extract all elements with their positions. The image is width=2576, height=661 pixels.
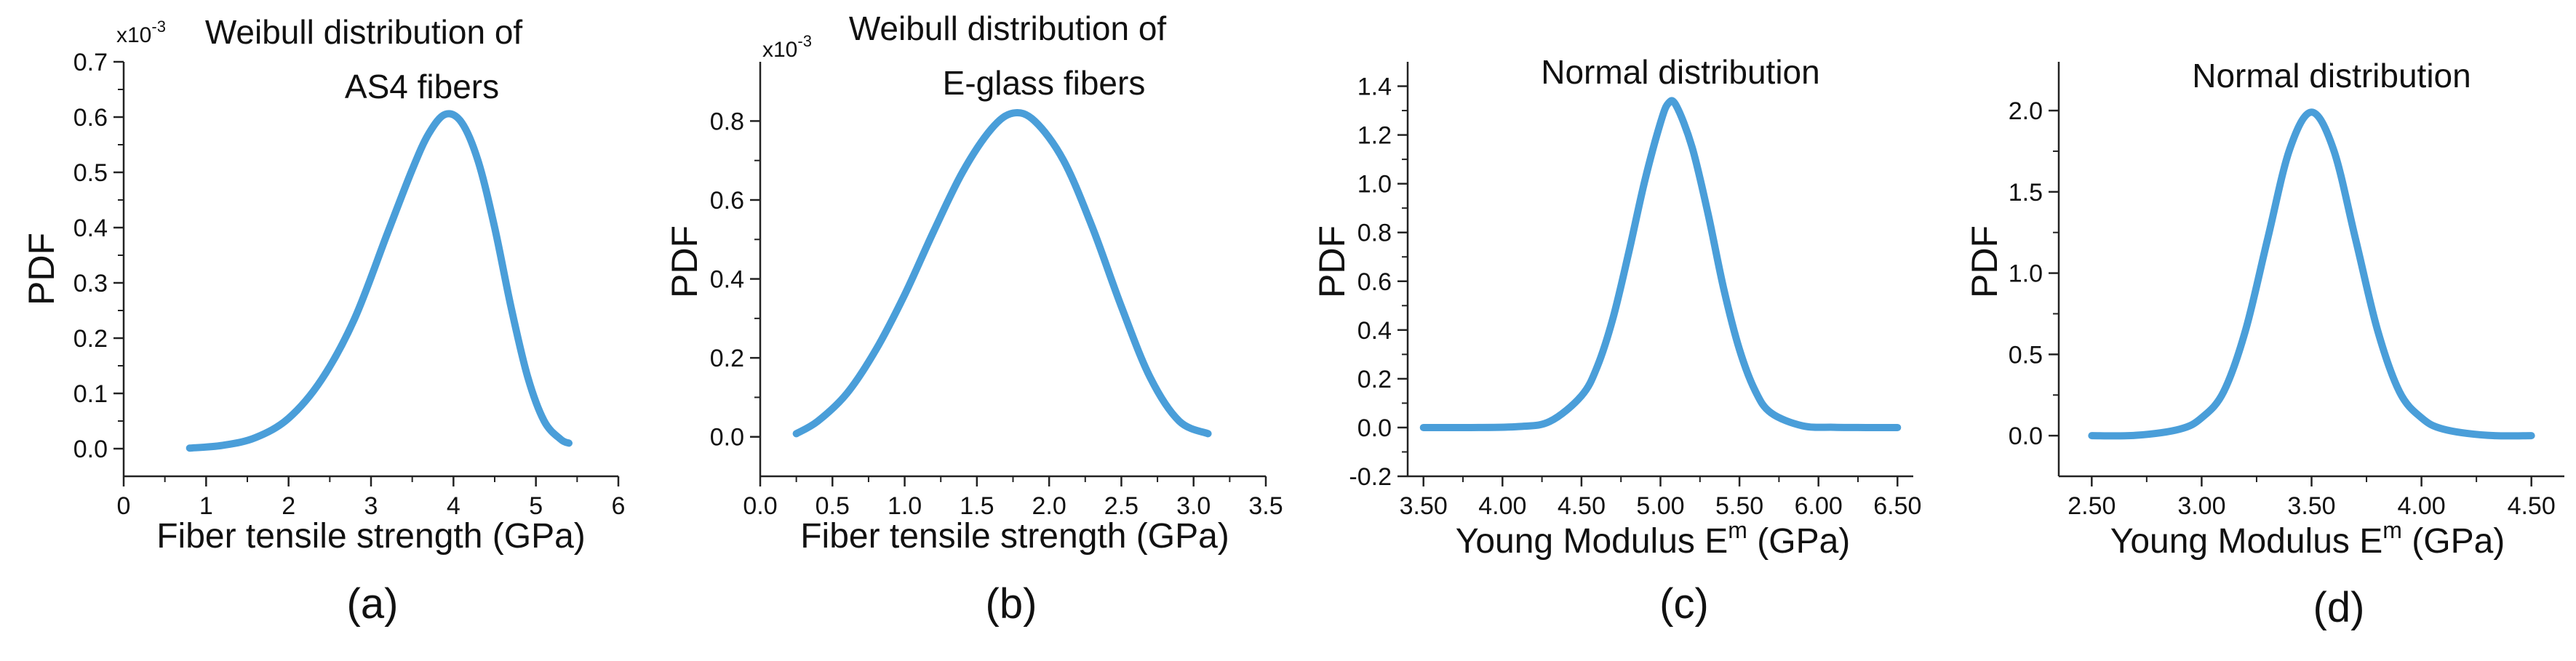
y-tick-label: 0.0 — [2009, 422, 2043, 450]
x-tick-labels: 0.0 0.5 1.0 1.5 2.0 2.5 3.0 3.5 — [743, 492, 1283, 520]
x-tick-label: 3.0 — [1176, 492, 1211, 520]
y-tick-label: 0.6 — [710, 187, 744, 215]
ticks — [113, 60, 620, 486]
y-tick-label: 1.4 — [1357, 73, 1392, 101]
y-tick-label: 0.1 — [73, 380, 108, 408]
panel-label: (d) — [2313, 584, 2365, 631]
y-tick-label: 1.5 — [2009, 179, 2043, 207]
y-multiplier: x10-3 — [116, 17, 166, 47]
chart-panel-b: 0.0 0.5 1.0 1.5 2.0 2.5 3.0 3.5 0.0 0.2 0.4 0.6 0.8… — [664, 9, 1283, 628]
chart-title-line-1: Weibull distribution of — [205, 13, 523, 51]
x-tick-label: 0.5 — [816, 492, 850, 520]
x-tick-label: 3.5 — [1248, 492, 1283, 520]
x-tick-label: 0 — [117, 492, 131, 520]
y-axis-label: PDF — [21, 233, 62, 305]
y-tick-label: 0.2 — [73, 325, 108, 353]
x-tick-label: 0.0 — [743, 492, 777, 520]
chart-title-line-2: E-glass fibers — [943, 64, 1146, 102]
y-tick-label: -0.2 — [1349, 463, 1392, 491]
y-tick-label: 0.7 — [73, 49, 108, 76]
y-tick-label: 1.0 — [2009, 260, 2043, 288]
chart-title: Normal distribution — [2192, 57, 2471, 95]
y-tick-label: 1.2 — [1357, 122, 1392, 150]
chart-title: Normal distribution — [1541, 53, 1819, 91]
series-line — [1419, 97, 1902, 432]
ticks — [750, 120, 1267, 486]
y-tick-labels: 0.0 0.2 0.4 0.6 0.8 — [710, 108, 744, 451]
chart-title-line-2: AS4 fibers — [345, 68, 499, 105]
x-tick-label: 4.00 — [2397, 492, 2445, 520]
y-tick-label: 0.4 — [710, 266, 744, 294]
y-tick-label: 0.6 — [73, 104, 108, 132]
series-line — [2088, 108, 2535, 440]
ticks — [1397, 85, 1899, 486]
y-tick-labels: -0.2 0.0 0.2 0.4 0.6 0.8 1.0 1.2 1.4 — [1349, 73, 1392, 491]
panel-label: (a) — [347, 580, 399, 628]
y-tick-labels: 0.0 0.5 1.0 1.5 2.0 — [2009, 97, 2043, 450]
y-multiplier: x10-3 — [762, 32, 812, 62]
y-tick-label: 0.4 — [1357, 317, 1392, 345]
x-axis-label: Young Modulus Em (GPa) — [1456, 517, 1851, 561]
y-tick-label: 0.4 — [73, 215, 108, 242]
y-tick-label: 1.0 — [1357, 171, 1392, 199]
x-tick-labels: 3.50 4.00 4.50 5.00 5.50 6.00 6.50 — [1400, 492, 1922, 520]
x-tick-label: 3 — [364, 492, 378, 520]
x-tick-label: 3.50 — [2287, 492, 2335, 520]
series-line — [186, 110, 573, 452]
y-axis-label: PDF — [664, 225, 705, 298]
x-tick-label: 2.0 — [1032, 492, 1066, 520]
x-tick-label: 6.50 — [1873, 492, 1921, 520]
y-tick-label: 0.5 — [73, 159, 108, 187]
x-tick-label: 2 — [282, 492, 295, 520]
x-tick-label: 5.50 — [1715, 492, 1763, 520]
x-axis-label: Fiber tensile strength (GPa) — [156, 517, 586, 556]
panel-label: (c) — [1659, 580, 1709, 628]
y-tick-label: 0.2 — [1357, 366, 1392, 393]
x-axis-label: Young Modulus Em (GPa) — [2110, 517, 2505, 561]
ticks — [2049, 109, 2532, 486]
y-axis-label: PDF — [1964, 225, 2005, 298]
y-tick-label: 0.2 — [710, 345, 744, 372]
series-line — [792, 108, 1212, 438]
x-tick-label: 6.00 — [1795, 492, 1843, 520]
x-tick-label: 4.00 — [1478, 492, 1526, 520]
x-tick-label: 3.00 — [2177, 492, 2225, 520]
y-tick-label: 0.0 — [710, 424, 744, 452]
chart-panel-a: 0 1 2 3 4 5 6 0.0 0.1 0.2 0.3 0.4 0.5 0.6 0.7 x10-3 W… — [21, 13, 625, 628]
x-tick-label: 4.50 — [2508, 492, 2556, 520]
y-tick-label: 0.8 — [1357, 220, 1392, 247]
x-tick-label: 1.0 — [888, 492, 922, 520]
x-tick-label: 5.00 — [1636, 492, 1684, 520]
chart-title-line-1: Weibull distribution of — [849, 9, 1167, 47]
y-tick-label: 2.0 — [2009, 97, 2043, 125]
y-tick-label: 0.0 — [1357, 414, 1392, 442]
y-tick-label: 0.3 — [73, 270, 108, 297]
y-axis-label: PDF — [1312, 225, 1352, 298]
x-tick-label: 5 — [529, 492, 543, 520]
x-axis-label: Fiber tensile strength (GPa) — [800, 517, 1229, 556]
y-tick-label: 0.8 — [710, 108, 744, 135]
x-tick-labels: 2.50 3.00 3.50 4.00 4.50 — [2067, 492, 2556, 520]
x-tick-label: 3.50 — [1400, 492, 1448, 520]
axes — [759, 62, 1266, 478]
x-tick-label: 2.5 — [1104, 492, 1139, 520]
y-tick-labels: 0.0 0.1 0.2 0.3 0.4 0.5 0.6 0.7 — [73, 49, 108, 463]
panel-label: (b) — [986, 580, 1037, 628]
x-tick-labels: 0 1 2 3 4 5 6 — [117, 492, 626, 520]
y-tick-label: 0.5 — [2009, 341, 2043, 369]
chart-panel-d: 2.50 3.00 3.50 4.00 4.50 0.0 0.5 1.0 1.5 2.0 Nor… — [1964, 57, 2564, 631]
x-tick-label: 4.50 — [1558, 492, 1606, 520]
x-tick-label: 1.5 — [960, 492, 994, 520]
x-tick-label: 2.50 — [2067, 492, 2116, 520]
y-tick-label: 0.6 — [1357, 268, 1392, 296]
x-tick-label: 6 — [612, 492, 626, 520]
chart-panel-c: 3.50 4.00 4.50 5.00 5.50 6.00 6.50 -0.2 0.0 0.2 0… — [1312, 53, 1921, 628]
axes — [2057, 62, 2564, 478]
x-tick-label: 1 — [199, 492, 213, 520]
y-tick-label: 0.0 — [73, 436, 108, 463]
x-tick-label: 4 — [447, 492, 460, 520]
